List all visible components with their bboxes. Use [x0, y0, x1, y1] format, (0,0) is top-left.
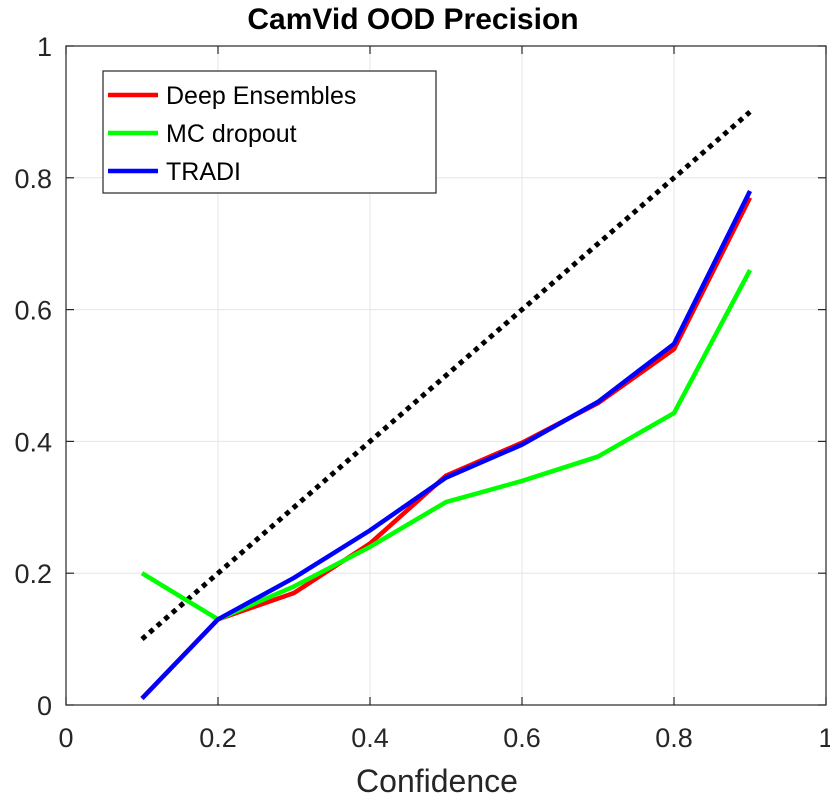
series-line-deep-ensembles [140, 196, 753, 700]
x-tick-label: 0.2 [199, 723, 237, 753]
x-tick-label: 0.4 [351, 723, 389, 753]
series-deep-ensembles [140, 196, 753, 700]
x-axis-label: Confidence [356, 763, 518, 799]
y-tick-label: 0.4 [14, 427, 52, 457]
legend-label: Deep Ensembles [166, 82, 356, 110]
series-mc-dropout [140, 269, 752, 622]
legend-label: TRADI [166, 158, 241, 186]
y-tick-label: 0.6 [14, 296, 52, 326]
legend-label: MC dropout [166, 120, 297, 148]
y-tick-label: 0 [37, 691, 52, 721]
series-line-mc-dropout [140, 269, 752, 622]
series-tradi [140, 189, 753, 700]
legend: Deep Ensembles MC dropout TRADI [102, 70, 437, 194]
x-tick-label: 0.8 [655, 723, 693, 753]
x-tick-label: 0 [58, 723, 73, 753]
x-tick-label: 0.6 [503, 723, 541, 753]
y-tick-label: 1 [37, 32, 52, 62]
legend-box [102, 70, 437, 194]
chart-title: CamVid OOD Precision [247, 3, 578, 36]
x-tick-label: 1 [818, 723, 830, 753]
y-tick-label: 0.2 [14, 559, 52, 589]
tick-labels: 0 0.2 0.4 0.6 0.8 1 0 0.2 0.4 0.6 0.8 1 [14, 32, 830, 753]
series-line-tradi [140, 189, 753, 700]
reference-line-dotted [140, 110, 752, 641]
series-layer [140, 110, 753, 700]
y-tick-label: 0.8 [14, 164, 52, 194]
plot-area-frame [65, 45, 827, 706]
